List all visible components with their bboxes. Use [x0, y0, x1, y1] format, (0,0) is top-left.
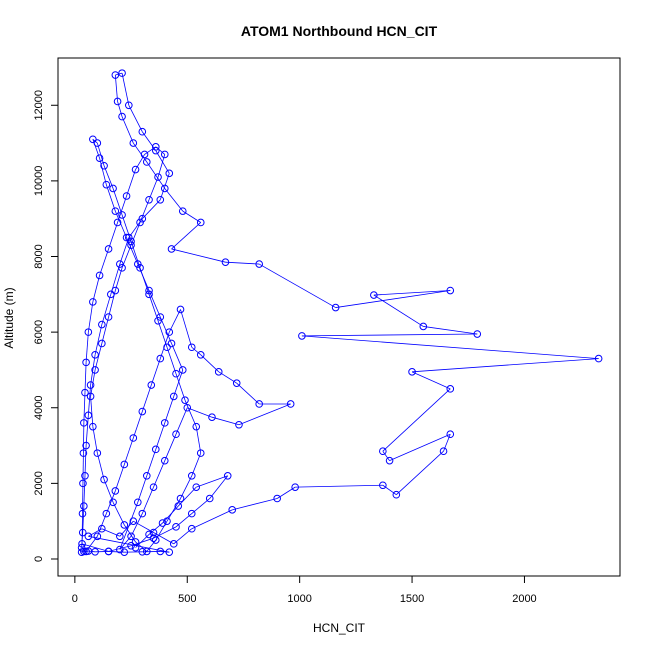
y-tick-label: 4000: [33, 396, 45, 420]
y-tick-label: 12000: [33, 90, 45, 121]
y-tick-label: 6000: [33, 320, 45, 344]
y-tick-label: 10000: [33, 166, 45, 197]
y-tick-label: 8000: [33, 244, 45, 268]
y-tick-label: 2000: [33, 471, 45, 495]
y-axis-label: Altitude (m): [2, 287, 16, 348]
x-tick-label: 2000: [512, 593, 536, 605]
chart-title: ATOM1 Northbound HCN_CIT: [241, 23, 438, 39]
y-tick-label: 0: [33, 556, 45, 562]
x-tick-label: 1000: [287, 593, 311, 605]
x-axis-label: HCN_CIT: [313, 621, 366, 635]
x-tick-label: 0: [72, 593, 78, 605]
x-tick-label: 500: [178, 593, 196, 605]
x-tick-label: 1500: [400, 593, 424, 605]
